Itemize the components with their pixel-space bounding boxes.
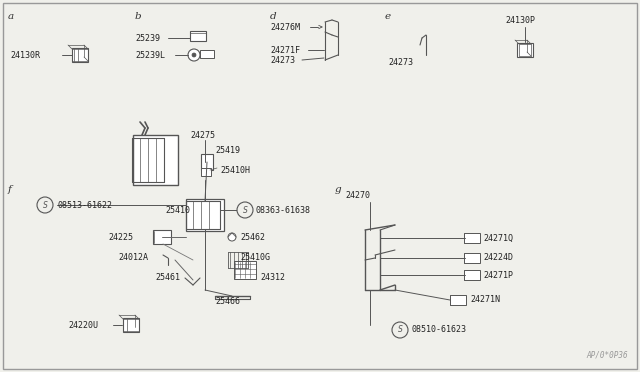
Bar [200,50,214,58]
Bar [234,261,256,279]
Text: 08513-61622: 08513-61622 [57,201,112,209]
Text: 24275: 24275 [190,131,215,140]
Text: 25462: 25462 [240,232,265,241]
Text: 24271F: 24271F [270,45,300,55]
Text: 24271N: 24271N [470,295,500,305]
Bar [201,154,213,170]
Text: S: S [397,326,403,334]
Bar [132,135,177,185]
Text: 24271P: 24271P [483,270,513,279]
Text: S: S [43,201,47,209]
Circle shape [192,53,196,57]
Text: b: b [135,12,141,21]
Text: 25419: 25419 [215,145,240,154]
Text: 25239L: 25239L [135,51,165,60]
Text: 24220U: 24220U [68,321,98,330]
Circle shape [188,49,200,61]
Bar [186,199,224,231]
Text: a: a [8,12,14,21]
Bar [464,270,480,280]
Bar [190,31,206,41]
Bar [464,253,480,263]
Text: 24225: 24225 [108,232,133,241]
Text: 24224D: 24224D [483,253,513,263]
Text: g: g [335,185,342,194]
Text: AP/0*0P36: AP/0*0P36 [586,351,628,360]
Text: 24012A: 24012A [118,253,148,263]
Text: 08510-61623: 08510-61623 [412,326,467,334]
Circle shape [237,202,253,218]
Bar [72,48,88,62]
Text: 24130R: 24130R [10,51,40,60]
Text: 25410: 25410 [165,205,190,215]
Text: f: f [8,185,12,194]
Circle shape [228,233,236,241]
Text: 24273: 24273 [388,58,413,67]
Text: 25410H: 25410H [220,166,250,174]
Bar [464,233,480,243]
Text: 24271Q: 24271Q [483,234,513,243]
Text: d: d [270,12,276,21]
Circle shape [392,322,408,338]
Text: 24312: 24312 [260,273,285,282]
Bar [450,295,466,305]
Text: 24130P: 24130P [505,16,535,25]
Text: 25410G: 25410G [240,253,270,263]
Circle shape [37,197,53,213]
Text: 25466: 25466 [215,298,240,307]
Text: 24276M: 24276M [270,22,300,32]
Text: e: e [385,12,391,21]
Text: S: S [243,205,248,215]
Text: 24270: 24270 [345,190,370,199]
Bar [123,318,139,332]
Bar [517,43,533,57]
Bar [153,230,171,244]
Text: 08363-61638: 08363-61638 [256,205,311,215]
Text: 25461: 25461 [155,273,180,282]
Text: 24273: 24273 [270,55,295,64]
Text: 25239: 25239 [135,33,160,42]
Bar [201,168,211,176]
